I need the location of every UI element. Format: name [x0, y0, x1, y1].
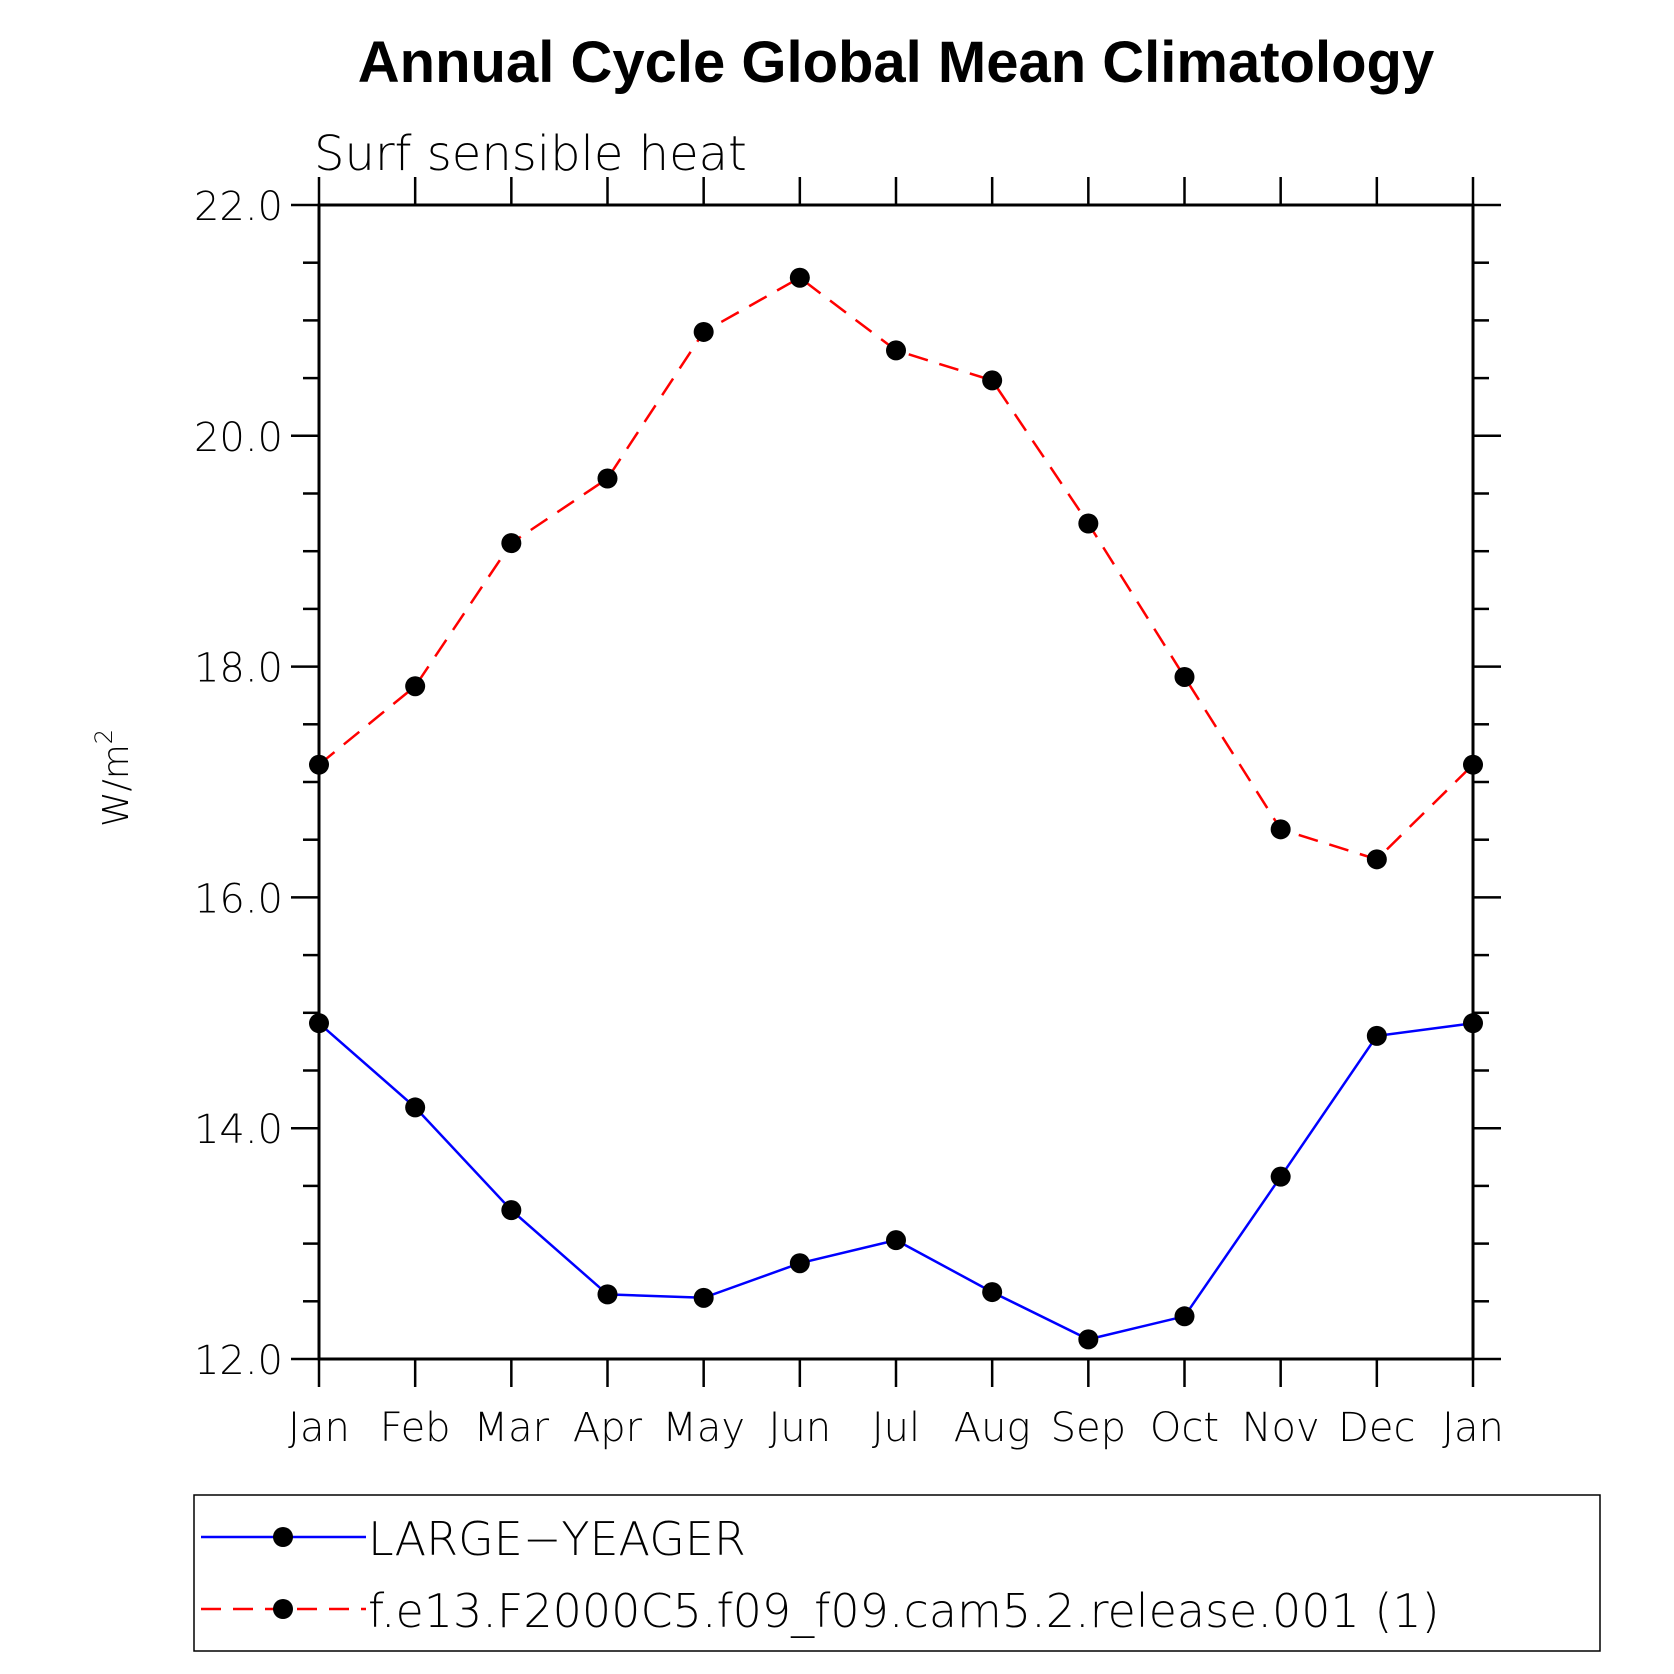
y-tick-label: 12.0 — [194, 1338, 283, 1384]
x-tick-label: Sep — [1051, 1405, 1126, 1451]
series-1-point — [1174, 666, 1195, 687]
plot-frame — [317, 203, 1475, 1361]
y-axis-label-superscript: 2 — [90, 729, 118, 744]
series-1-point — [1463, 754, 1483, 775]
series-0-point — [501, 1200, 522, 1221]
svg-text:W/m2: W/m2 — [90, 729, 137, 827]
axis-ticks — [291, 177, 1501, 1387]
y-tick-label: 22.0 — [194, 184, 283, 230]
x-tick-label: Feb — [380, 1405, 451, 1451]
legend-label-cam5: f.e13.F2000C5.f09_f09.cam5.2.release.001… — [368, 1584, 1440, 1638]
x-tick-label: Jan — [288, 1405, 350, 1451]
series-0-point — [309, 1013, 329, 1034]
series-layer — [309, 267, 1483, 1350]
y-tick-labels: 12.0 14.0 16.0 18.0 20.0 22.0 — [194, 184, 283, 1384]
x-tick-label: Jul — [872, 1405, 920, 1451]
x-tick-label: Apr — [573, 1405, 643, 1451]
series-0-point — [597, 1284, 618, 1305]
legend: LARGE−YEAGER f.e13.F2000C5.f09_f09.cam5.… — [193, 1494, 1601, 1652]
series-0-point — [693, 1287, 714, 1308]
x-tick-label: Nov — [1242, 1405, 1320, 1451]
series-1-point — [405, 676, 426, 697]
legend-label-large-yeager: LARGE−YEAGER — [368, 1512, 746, 1566]
series-0-point — [1366, 1025, 1387, 1046]
x-tick-label: Dec — [1338, 1405, 1415, 1451]
y-axis-label: W/m — [96, 744, 137, 827]
series-0-point — [1270, 1166, 1291, 1187]
y-tick-label: 20.0 — [194, 415, 283, 461]
series-1-point — [886, 340, 906, 361]
legend-marker-cam5 — [273, 1599, 293, 1619]
series-1-point — [1270, 819, 1291, 840]
y-axis-title: W/m2 — [90, 729, 137, 827]
series-0-point — [982, 1282, 1003, 1303]
series-line-1 — [318, 276, 1474, 861]
x-tick-label: Jan — [1442, 1405, 1504, 1451]
series-0-point — [1078, 1329, 1099, 1350]
series-1-point — [597, 468, 618, 489]
series-1-point — [501, 533, 522, 554]
y-tick-label: 14.0 — [194, 1107, 283, 1153]
series-0-point — [405, 1097, 426, 1118]
series-1-point — [789, 267, 810, 288]
series-1-point — [1366, 849, 1387, 870]
x-tick-label: Aug — [954, 1405, 1031, 1451]
legend-marker-large-yeager — [273, 1527, 293, 1547]
chart-title: Annual Cycle Global Mean Climatology — [358, 30, 1434, 95]
series-0-point — [1174, 1306, 1195, 1327]
y-tick-label: 16.0 — [194, 876, 283, 922]
x-tick-labels: Jan Feb Mar Apr May Jun Jul Aug Sep Oct Nov Dec Jan — [288, 1405, 1504, 1451]
x-tick-label: Mar — [474, 1405, 550, 1451]
legend-box — [193, 1494, 1601, 1652]
chart-subtitle: Surf sensible heat — [314, 126, 747, 182]
x-tick-label: May — [662, 1405, 745, 1451]
series-1-point — [982, 370, 1003, 391]
series-0-point — [789, 1253, 810, 1274]
series-0-point — [1463, 1013, 1483, 1034]
series-1-point — [1078, 513, 1099, 534]
series-0-point — [886, 1230, 906, 1251]
series-line-0 — [318, 1021, 1474, 1341]
series-1-point — [309, 754, 329, 775]
x-tick-label: Oct — [1150, 1405, 1219, 1451]
series-1-point — [693, 321, 714, 342]
y-tick-label: 18.0 — [194, 646, 283, 692]
x-tick-label: Jun — [769, 1405, 832, 1451]
